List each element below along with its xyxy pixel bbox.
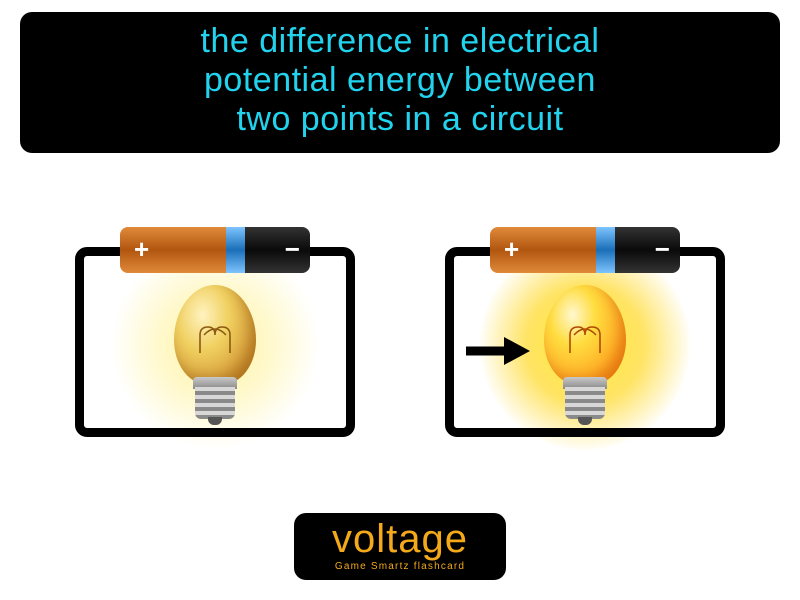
circuits-row: + − + − <box>0 190 800 480</box>
term-label: voltage <box>332 519 468 559</box>
battery-copper-segment: + <box>120 227 226 273</box>
battery-stripe-segment <box>596 227 615 273</box>
bulb-base-icon <box>195 387 235 419</box>
bulb-tip-icon <box>208 417 222 425</box>
bulb-tip-icon <box>578 417 592 425</box>
battery-plus-icon: + <box>504 234 519 265</box>
definition-line-3: two points in a circuit <box>236 100 563 138</box>
battery: + − <box>490 227 680 273</box>
attribution-text: Game Smartz flashcard <box>332 561 468 572</box>
definition-panel: the difference in electrical potential e… <box>20 12 780 153</box>
light-bulb-dim <box>170 285 260 425</box>
circuit-right: + − <box>430 215 740 455</box>
circuit-left: + − <box>60 215 370 455</box>
battery-minus-icon: − <box>285 234 300 265</box>
current-arrow-icon <box>464 337 530 365</box>
battery-black-segment: − <box>245 227 310 273</box>
battery-black-segment: − <box>615 227 680 273</box>
battery-plus-icon: + <box>134 234 149 265</box>
light-bulb-bright <box>540 285 630 425</box>
battery-minus-icon: − <box>655 234 670 265</box>
bulb-filament-icon <box>192 321 238 355</box>
definition-line-2: potential energy between <box>204 61 596 99</box>
battery-stripe-segment <box>226 227 245 273</box>
battery-copper-segment: + <box>490 227 596 273</box>
battery: + − <box>120 227 310 273</box>
definition-text: the difference in electrical potential e… <box>40 22 760 139</box>
term-panel: voltage Game Smartz flashcard <box>294 513 506 580</box>
definition-line-1: the difference in electrical <box>201 22 600 60</box>
bulb-filament-icon <box>562 321 608 355</box>
bulb-base-icon <box>565 387 605 419</box>
